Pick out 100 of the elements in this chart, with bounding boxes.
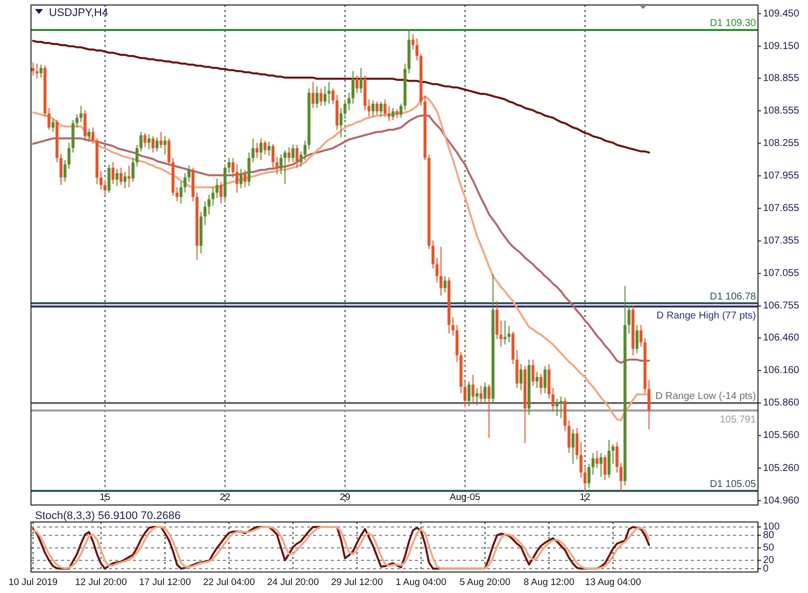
y-tick-label: 108.255 [763,138,800,149]
x-tick-label: 22 [220,492,230,503]
y-tick-label: 108.855 [763,72,800,84]
candlestick [544,366,546,394]
candlestick [36,63,38,80]
line-series [32,526,650,570]
y-tick-label: 20 [763,554,775,566]
y-tick-label: 106.160 [763,365,800,376]
candlestick [640,324,642,348]
candlestick [152,136,154,154]
candlestick [124,172,126,189]
ref-line-label: D Range Low (-14 pts) [655,391,756,402]
candlestick [376,101,378,116]
candlestick [612,444,614,464]
x-tick-label: 17 Jul 12:00 [139,577,191,588]
candlestick [216,178,218,199]
candlestick [268,141,270,156]
x-tick-label: 10 Jul 2019 [8,577,58,588]
candlestick [328,82,330,104]
x-tick-label: 22 Jul 04:00 [203,577,255,588]
candlestick [532,359,534,386]
candlestick [580,442,582,478]
candlestick [312,82,314,109]
x-tick-label: 29 Jul 12:00 [331,577,383,588]
y-tick-label: 109.450 [763,8,800,20]
candlestick [452,316,454,336]
candlestick [176,186,178,202]
candlestick [256,142,258,158]
candlestick [636,324,638,354]
candlestick [84,110,86,142]
x-tick-label: 1 Aug 04:00 [396,577,446,588]
candlestick [368,98,370,118]
x-tick-label: 24 Jul 20:00 [267,577,319,588]
chart-title: USDJPY,H4 [49,7,108,19]
candlestick [416,38,418,61]
candlestick [520,364,522,391]
y-tick-label: 108.555 [763,105,800,116]
candlestick [476,387,478,406]
line-series [32,95,650,422]
candlestick [504,320,506,345]
candlestick [144,132,146,148]
candlestick [584,465,586,492]
candlestick [276,156,278,175]
ref-line-label: D1 105.05 [710,478,756,490]
candlestick [140,131,142,152]
candlestick [88,128,90,142]
x-tick-label: 29 [340,492,350,503]
y-tick-label: 80 [763,530,775,541]
candlestick [60,153,62,186]
candlestick [208,194,210,215]
candlestick [252,138,254,163]
y-tick-label: 106.460 [763,332,800,344]
candlestick [300,150,302,168]
x-tick-label: 12 [580,492,590,503]
y-tick-label: 107.055 [763,268,800,280]
candlestick [392,108,394,120]
candlestick [272,143,274,168]
candlestick [464,380,466,408]
y-tick-label: 107.955 [763,170,800,182]
candlestick [184,172,186,194]
candlestick [480,385,482,404]
x-tick-label: 13 Aug 04:00 [585,577,641,588]
candlestick [540,373,542,395]
candlestick [188,165,190,182]
y-tick-label: 107.655 [763,203,800,214]
candlestick [100,170,102,190]
candlestick [260,138,262,161]
y-tick-label: 109.150 [763,40,800,52]
y-tick-label: 50 [763,542,775,554]
candlestick [380,101,382,118]
candlestick [356,75,358,94]
y-tick-label: 105.560 [763,430,800,442]
candlestick [508,326,510,343]
x-tick-label: 5 Aug 20:00 [460,577,510,588]
candlestick [440,246,442,296]
candlestick [536,371,538,388]
candlestick [288,146,290,163]
candlestick [304,140,306,161]
candlestick [608,439,610,478]
candlestick [324,86,326,106]
candlestick [516,349,518,388]
candlestick [168,138,170,166]
candlestick [108,164,110,194]
candlestick [292,144,294,163]
y-tick-label: 105.260 [763,462,800,474]
candlestick [156,136,158,152]
candlestick [352,70,354,104]
ref-line-label: 105.791 [720,414,756,426]
candlestick [320,88,322,106]
x-tick-label: Aug-05 [450,492,480,503]
candlestick [128,165,130,188]
y-tick-label: 105.860 [763,398,800,409]
candlestick [596,450,598,469]
candlestick [628,304,630,334]
candlestick [296,144,298,168]
candlestick [248,152,250,187]
candlestick [360,67,362,94]
candlestick [500,320,502,348]
candlestick [48,108,50,130]
candlestick [228,157,230,174]
